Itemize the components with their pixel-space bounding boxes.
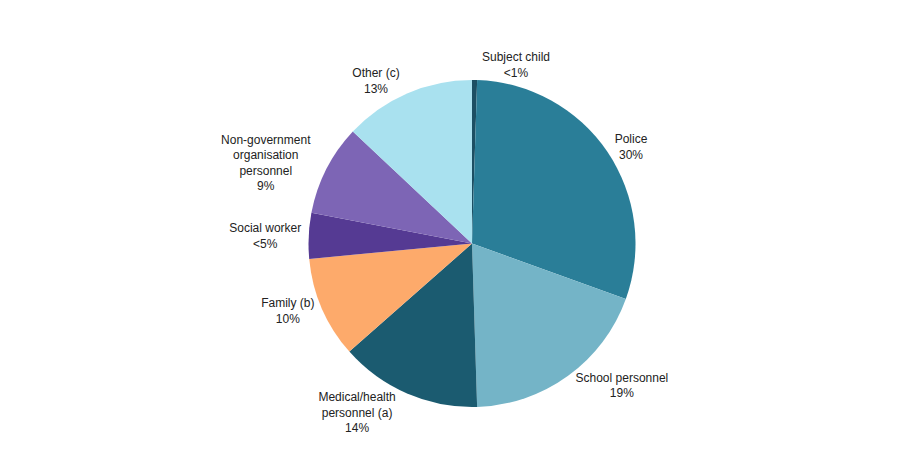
svg-text:Family (b)10%: Family (b)10% [261,296,314,326]
svg-text:Other (c)13%: Other (c)13% [352,66,399,96]
svg-text:Police30%: Police30% [615,132,648,162]
svg-text:Medical/healthpersonnel (a)14%: Medical/healthpersonnel (a)14% [318,390,395,435]
svg-text:Non-governmentorganisationpers: Non-governmentorganisationpersonnel9% [221,133,311,194]
svg-text:Subject child<1%: Subject child<1% [482,50,550,80]
svg-text:School personnel19%: School personnel19% [576,371,669,401]
svg-text:Social worker<5%: Social worker<5% [229,221,301,251]
